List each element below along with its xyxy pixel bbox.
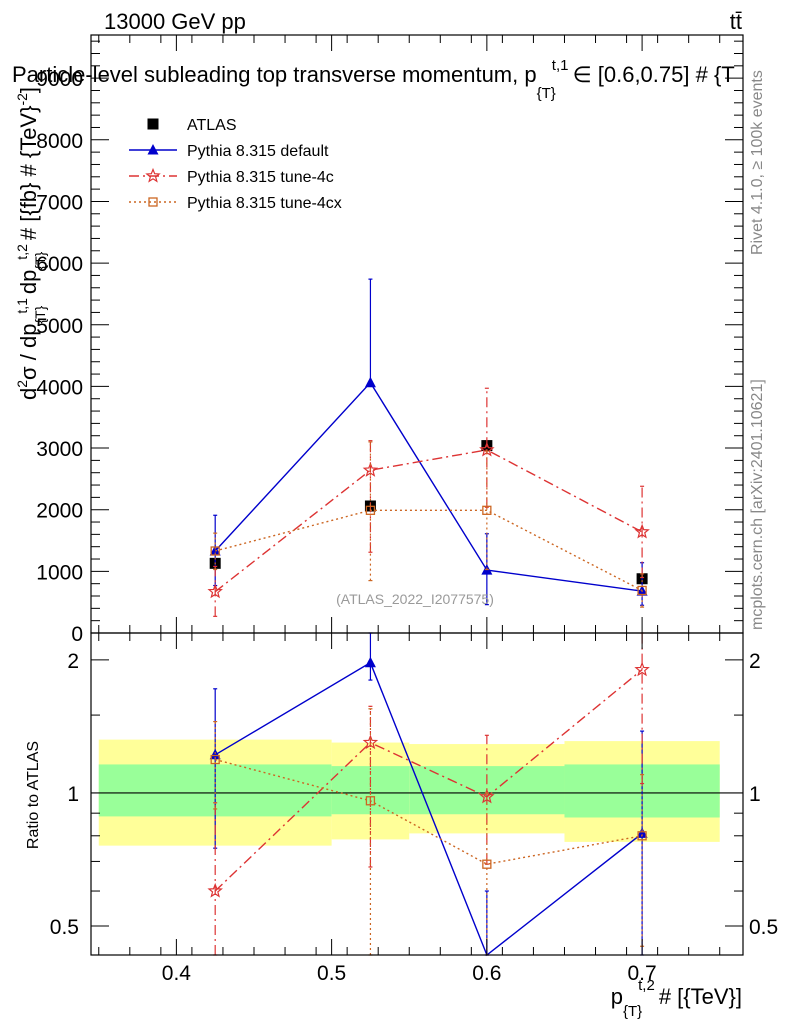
main-triangle-point-marker	[364, 376, 376, 388]
ratio-triangle-point-marker	[364, 656, 376, 668]
mcplots-side-label: mcplots.cern.ch [arXiv:2401.10621]	[749, 379, 766, 630]
ratio-y-axis-label: Ratio to ATLAS	[25, 741, 42, 849]
main-open-square-point-marker	[210, 546, 220, 556]
main-open-square-point-marker	[365, 505, 376, 515]
ratio-y-tick-label: 2	[67, 650, 79, 673]
ratio-open-square-series-line	[215, 758, 643, 865]
x-tick-label: 0.6	[472, 962, 501, 985]
main-triangle-point-marker	[209, 545, 221, 556]
main-star-series-line	[214, 449, 643, 593]
ratio-star-series-line	[214, 669, 643, 892]
ratio-plot-panel: 0.5 0.5 1 1 2 2 0.4 0.5 0.6 0.7 Ratio to ATLAS p…	[25, 35, 778, 1020]
main-star-point-marker	[634, 523, 650, 539]
ylabel-sup1: t,1	[14, 298, 30, 314]
title-base: Particle-level subleading top transverse…	[12, 62, 537, 87]
main-plot-panel: 0 1000 2000 3000 4000 5000 6000 7000 8000 9000 (A…	[12, 34, 744, 646]
main-y-tick-label: 5000	[36, 315, 83, 338]
legend-label: Pythia 8.315 tune-4cx	[187, 195, 342, 212]
main-y-tick-label: 7000	[36, 191, 83, 214]
ylabel-dp: dp	[16, 270, 41, 294]
main-y-ticks: 0 1000 2000 3000 4000 5000 6000 7000 8000 9000	[36, 40, 743, 646]
svg-text:d2σ / dp{T}t,1dp{T}t,2# [{fb}: d2σ / dp{T}t,1dp{T}t,2# [{fb} # {TeV}-2]	[14, 87, 48, 400]
main-y-axis-label: d2σ / dp{T}t,1dp{T}t,2# [{fb} # {TeV}-2]	[14, 87, 48, 400]
legend-marker	[147, 144, 159, 155]
main-open-square-point-marker	[482, 505, 492, 515]
legend-label: ATLAS	[187, 117, 237, 134]
analysis-watermark: (ATLAS_2022_I2077575)	[336, 591, 494, 607]
main-open-square-series-line	[215, 509, 643, 592]
ratio-series-group	[207, 632, 650, 957]
x-tick-label: 0.7	[627, 962, 656, 985]
ratio-y-tick-label-right: 0.5	[749, 916, 778, 939]
main-series-group	[207, 278, 650, 617]
ylabel-d-sup: 2	[14, 380, 30, 388]
legend-label: Pythia 8.315 tune-4c	[187, 169, 334, 186]
ratio-open-square-point-marker	[482, 859, 492, 869]
main-y-tick-label: 1000	[36, 561, 83, 584]
legend-marker	[145, 167, 161, 183]
ratio-y-tick-label: 1	[67, 783, 79, 806]
ylabel-sup2: t,2	[14, 244, 30, 260]
main-triangle-series-line	[214, 381, 643, 592]
x-axis-label: p{T} t,2 # [{TeV}]	[611, 977, 742, 1020]
ratio-triangle-point-marker	[636, 827, 648, 838]
ylabel-sigma: σ / dp	[16, 324, 41, 380]
ratio-open-square-point-marker	[210, 754, 220, 765]
ratio-plot-frame	[90, 632, 744, 956]
ratio-y-ticks: 0.5 0.5 1 1 2 2	[50, 650, 778, 939]
main-y-tick-label: 8000	[36, 130, 83, 153]
ratio-y-tick-label: 0.5	[50, 916, 79, 939]
rivet-side-label: Rivet 4.1.0, ≥ 100k events	[749, 70, 766, 255]
ylabel-unit: # [{fb} # {TeV}	[16, 106, 41, 241]
header-process-label: tt̄	[730, 9, 742, 34]
main-star-point-marker	[207, 583, 223, 599]
rivet-text: Rivet 4.1.0, ≥ 100k events	[749, 70, 766, 255]
main-y-tick-label: 4000	[36, 376, 83, 399]
title-sub: {T}	[537, 85, 556, 102]
ratio-open-square-point-marker	[365, 796, 376, 806]
ylabel-d: d	[16, 388, 41, 400]
ylabel-sub1: {T}	[32, 305, 48, 323]
main-star-point-marker	[362, 462, 379, 477]
ylabel-sub2: {T}	[32, 251, 48, 269]
ratio-star-point-marker	[207, 882, 223, 898]
ratio-triangle-point-marker	[209, 748, 221, 760]
xlabel-sup: t,2	[638, 977, 655, 994]
main-plot-title: Particle-level subleading top transverse…	[12, 57, 735, 102]
main-y-tick-label: 2000	[36, 500, 83, 523]
xlabel-p: p	[611, 984, 623, 1009]
ratio-star-point-marker	[362, 734, 379, 750]
main-y-tick-label: 0	[71, 623, 83, 646]
ratio-ylabel-text: Ratio to ATLAS	[25, 741, 42, 849]
ratio-star-point-marker	[634, 661, 650, 677]
ratio-open-square-point-marker	[637, 831, 647, 841]
xlabel-unit: # [{TeV}]	[659, 984, 742, 1009]
legend-label: Pythia 8.315 default	[187, 143, 329, 160]
legend-marker-atlas	[147, 118, 159, 130]
xlabel-sub: {T}	[623, 1003, 642, 1020]
title-sup: t,1	[552, 57, 569, 74]
main-open-square-point-marker	[637, 585, 647, 596]
legend-marker	[148, 197, 158, 207]
ratio-uncertainty-bands	[91, 739, 743, 846]
main-y-tick-label: 9000	[36, 68, 83, 91]
ratio-y-tick-label-right: 1	[749, 783, 761, 806]
ylabel-close: ]	[16, 87, 41, 93]
ratio-y-tick-label-right: 2	[749, 650, 761, 673]
main-y-tick-label: 6000	[36, 253, 83, 276]
main-y-tick-label: 3000	[36, 438, 83, 461]
legend: ATLAS Pythia 8.315 default Pythia 8.315 tu…	[129, 117, 342, 212]
mcplots-text: mcplots.cern.ch [arXiv:2401.10621]	[749, 379, 766, 630]
x-tick-label: 0.4	[162, 962, 192, 985]
header-energy-label: 13000 GeV pp	[104, 9, 246, 34]
title-rest: ∈ [0.6,0.75] # {T	[572, 62, 734, 87]
x-tick-label: 0.5	[317, 962, 346, 985]
ylabel-unit-sup: -2	[14, 93, 30, 106]
ratio-triangle-series-line	[214, 661, 643, 957]
x-axis-ticks: 0.4 0.5 0.6 0.7	[98, 35, 721, 985]
